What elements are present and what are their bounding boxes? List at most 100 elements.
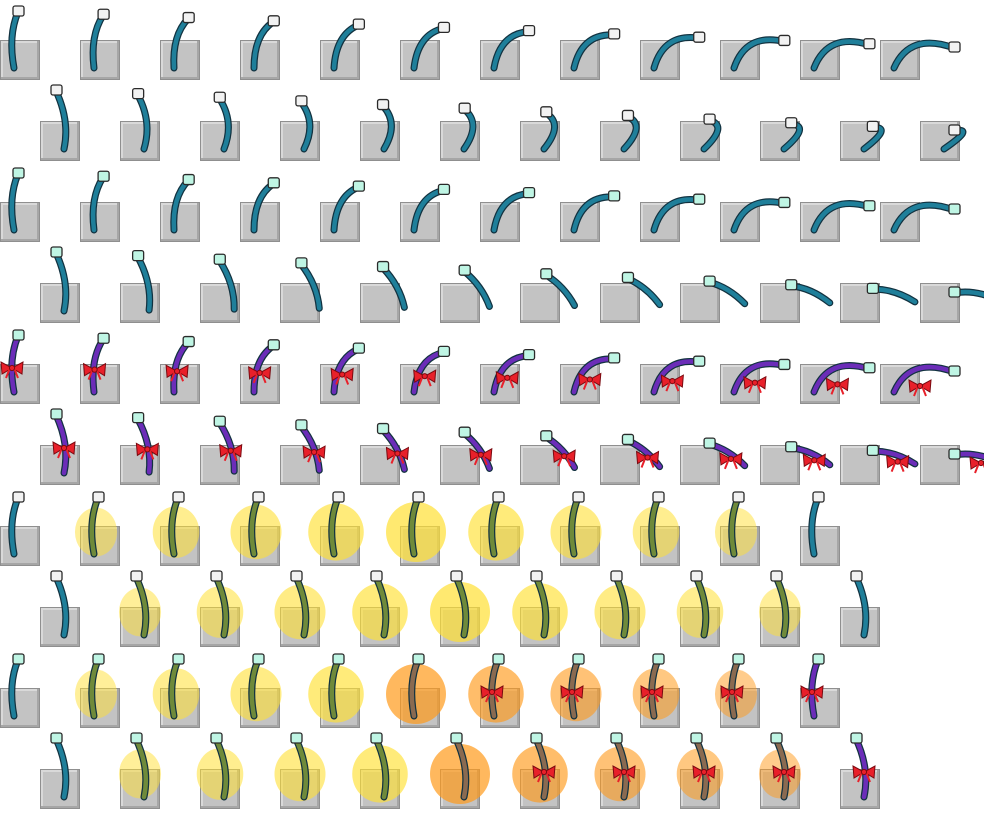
brush-sprite <box>780 117 803 153</box>
brush-head <box>607 352 621 364</box>
sprite-frame <box>308 486 400 566</box>
brush-sprite <box>376 98 395 153</box>
brush-sprite <box>8 653 25 720</box>
sprite-frame <box>280 243 360 323</box>
brush-sprite <box>230 491 282 560</box>
glow-effect <box>152 668 200 720</box>
sprite-frame <box>680 405 760 485</box>
brush-head <box>252 491 265 503</box>
brush-sprite <box>850 732 876 801</box>
sprite-frame <box>80 324 160 404</box>
brush-sprite <box>890 363 961 397</box>
stone-block <box>40 121 80 161</box>
brush-head <box>50 570 63 582</box>
sprite-frame <box>0 0 80 80</box>
sprite-frame <box>550 486 640 566</box>
brush-head <box>352 18 366 30</box>
stone-block <box>0 202 40 242</box>
sprite-frame <box>880 162 961 242</box>
brush-head <box>866 120 880 133</box>
brush-head <box>182 11 195 24</box>
sprite-frame <box>640 324 720 404</box>
brush-sprite <box>274 732 326 802</box>
sprite-frame <box>274 567 360 647</box>
sprite-frame <box>640 162 720 242</box>
brush-handle <box>853 574 868 638</box>
brush-head <box>213 415 226 427</box>
sprite-frame <box>352 729 440 809</box>
brush-sprite <box>131 411 159 476</box>
brush-handle <box>53 412 68 476</box>
brush-head <box>850 732 863 744</box>
brush-handle <box>811 201 872 233</box>
brush-sprite <box>703 275 749 308</box>
brush-head <box>267 177 280 189</box>
sprite-frame <box>120 405 200 485</box>
brush-head <box>267 339 280 351</box>
stone-block <box>40 769 80 809</box>
sprite-frame <box>120 243 200 323</box>
stone-block <box>160 202 200 242</box>
sprite-frame <box>468 648 560 728</box>
brush-sprite <box>170 11 195 72</box>
ribbon-bow <box>52 441 76 459</box>
brush-sprite <box>458 102 477 153</box>
brush-head <box>252 653 265 665</box>
brush-head <box>540 268 553 280</box>
sprite-frame <box>360 405 440 485</box>
ribbon-bow <box>532 765 556 783</box>
brush-handle <box>293 574 308 638</box>
sprite-frame <box>440 405 520 485</box>
brush-handle <box>731 37 787 71</box>
sprite-frame <box>676 729 760 809</box>
sprite-frame <box>40 567 120 647</box>
brush-head <box>332 491 345 503</box>
brush-head <box>182 335 195 348</box>
sprite-frame <box>800 162 880 242</box>
glow-effect <box>74 669 118 719</box>
brush-sprite <box>650 31 706 72</box>
brush-head <box>492 653 505 665</box>
brush-sprite <box>758 732 802 801</box>
glow-effect <box>152 506 200 558</box>
stone-block <box>760 283 800 323</box>
brush-sprite <box>550 491 602 560</box>
glow-effect <box>196 748 244 800</box>
stone-block <box>680 445 720 485</box>
brush-head <box>778 196 791 209</box>
brush-sprite <box>89 170 110 234</box>
brush-head <box>131 411 145 424</box>
sprite-frame <box>120 81 200 161</box>
brush-sprite <box>330 342 366 396</box>
stone-block <box>120 121 160 161</box>
sprite-frame <box>440 243 520 323</box>
sprite-frame <box>800 648 880 728</box>
brush-sprite <box>74 653 118 720</box>
brush-sprite <box>165 335 195 396</box>
brush-sprite <box>730 358 791 396</box>
sprite-frame <box>240 162 320 242</box>
brush-handle <box>53 250 68 314</box>
brush-handle <box>731 199 787 233</box>
brush-handle <box>135 254 152 313</box>
brush-head <box>621 433 635 446</box>
brush-handle <box>731 361 787 395</box>
brush-head <box>97 170 110 182</box>
brush-handle <box>773 574 788 638</box>
glow-effect <box>430 744 490 804</box>
ribbon-bow <box>219 443 243 462</box>
brush-head <box>412 653 425 665</box>
brush-head <box>492 491 505 503</box>
sprite-frame <box>386 486 480 566</box>
brush-handle <box>213 574 228 638</box>
brush-head <box>12 329 25 341</box>
sprite-frame <box>640 0 720 80</box>
brush-sprite <box>650 193 706 234</box>
sprite-frame <box>308 648 400 728</box>
sprite-frame <box>550 648 640 728</box>
brush-head <box>690 732 703 744</box>
brush-head <box>213 91 226 103</box>
sprite-frame <box>196 729 280 809</box>
brush-sprite <box>550 653 602 722</box>
brush-sprite <box>785 441 834 471</box>
